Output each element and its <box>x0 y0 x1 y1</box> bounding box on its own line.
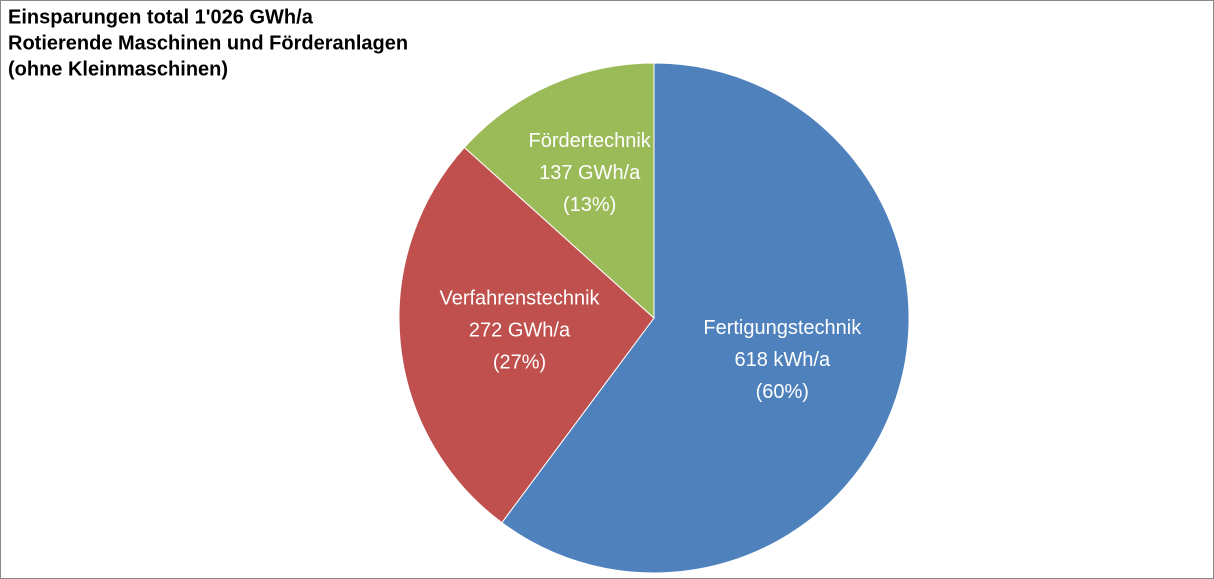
data-label: (27%) <box>493 352 546 374</box>
data-label: (60%) <box>756 381 809 403</box>
pie-slice <box>398 146 655 524</box>
data-label: 137 GWh/a <box>539 162 641 184</box>
chart-title: Einsparungen total 1'026 GWh/a <box>8 6 314 28</box>
data-label: Verfahrenstechnik <box>439 288 600 310</box>
data-label: Fördertechnik <box>529 130 652 152</box>
pie-slice <box>463 62 655 320</box>
chart-title: (ohne Kleinmaschinen) <box>8 58 228 80</box>
data-label: 618 kWh/a <box>734 349 830 371</box>
pie-slice <box>501 62 910 574</box>
data-label: Fertigungstechnik <box>703 317 862 339</box>
data-label: (13%) <box>563 194 616 216</box>
data-label: 272 GWh/a <box>469 320 571 342</box>
chart-title: Rotierende Maschinen und Förderanlagen <box>8 32 408 54</box>
